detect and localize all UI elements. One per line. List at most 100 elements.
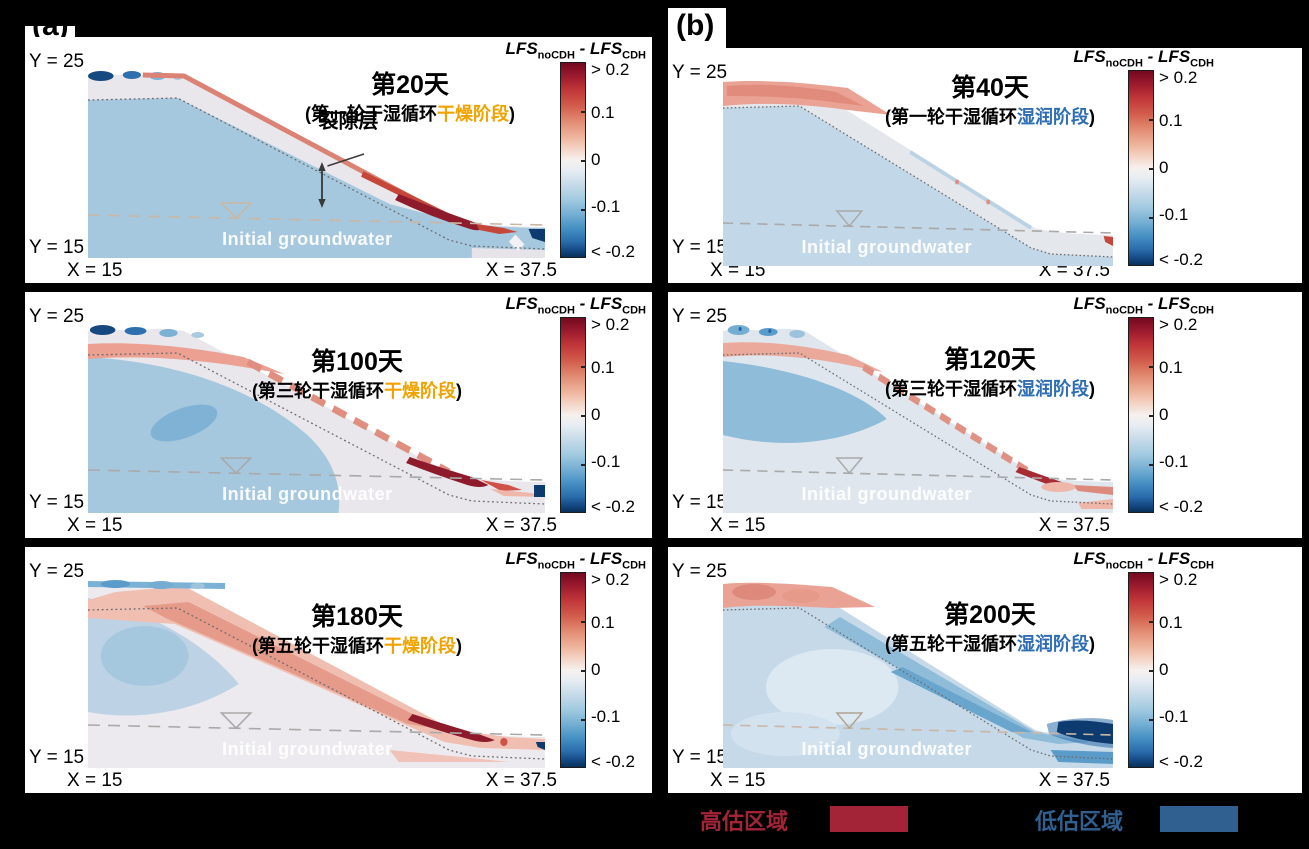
colorbar-block: LFSnoCDH - LFSCDH > 0.2 0.1 0 -0.1 < -0.… <box>506 549 646 771</box>
groundwater-label: Initial groundwater <box>222 228 393 249</box>
crack-layer-boundary-line <box>88 352 545 505</box>
contour-plot-day200: Initial groundwater <box>723 572 1113 768</box>
contour-plot-day20: Initial groundwater 裂隙层 <box>88 62 545 258</box>
crack-layer-boundary-line <box>88 607 545 760</box>
x-axis-left-label: X = 15 <box>67 260 123 281</box>
colorbar-tick <box>581 621 586 623</box>
panel-day-title: 第100天 <box>311 348 403 376</box>
colorbar-tick-neg01: -0.1 <box>1159 452 1189 472</box>
colorbar-title: LFSnoCDH - LFSCDH <box>505 549 646 572</box>
colorbar-tick <box>1149 119 1154 121</box>
colorbar-block: LFSnoCDH - LFSCDH > 0.2 0.1 0 -0.1 < -0.… <box>506 294 646 516</box>
colorbar-tick <box>1149 168 1154 170</box>
colorbar-tick-neg01: -0.1 <box>591 452 621 472</box>
colorbar-block: LFSnoCDH - LFSCDH > 0.2 0.1 0 -0.1 < -0.… <box>506 39 646 261</box>
y-axis-bottom-label: Y = 15 <box>29 747 85 768</box>
panel-subtitle: (第一轮干湿循环干燥阶段) <box>305 100 515 126</box>
colorbar-tick <box>581 209 586 211</box>
crack-layer-boundary-line <box>723 105 1113 258</box>
water-table-triangle-icon <box>219 457 253 475</box>
x-axis-left-label: X = 15 <box>67 770 123 791</box>
colorbar-tick-01: 0.1 <box>1159 357 1183 377</box>
groundwater-label: Initial groundwater <box>222 483 393 504</box>
y-axis-bottom-label: Y = 15 <box>672 237 728 258</box>
subtitle-prefix: (第三轮干湿循环 <box>252 380 384 401</box>
colorbar-tick-labels: > 0.2 0.1 0 -0.1 < -0.2 <box>1159 315 1214 516</box>
groundwater-line <box>88 724 545 736</box>
panel-title: 第40天 (第一轮干湿循环湿润阶段) <box>885 74 1095 129</box>
subtitle-suffix: ) <box>456 380 462 401</box>
colorbar-tick-01: 0.1 <box>591 102 615 122</box>
contour-plot-day120: Initial groundwater <box>723 317 1113 513</box>
subfigure-b-text: (b) <box>676 9 715 42</box>
panel-day-title: 第20天 <box>371 71 449 99</box>
subtitle-phase: 干燥阶段 <box>384 380 456 401</box>
colorbar-tick <box>581 111 586 113</box>
y-axis-top-label: Y = 25 <box>672 306 728 327</box>
colorbar-tick-0: 0 <box>591 150 601 169</box>
contour-graphic <box>723 582 1113 768</box>
panel-title: 第100天 (第三轮干湿循环干燥阶段) <box>252 348 462 403</box>
subtitle-suffix: ) <box>456 635 462 656</box>
x-axis-right-label: X = 37.5 <box>1038 770 1110 791</box>
y-axis-bottom-label: Y = 15 <box>672 747 728 768</box>
groundwater-label: Initial groundwater <box>801 483 973 504</box>
subtitle-prefix: (第三轮干湿循环 <box>885 378 1017 399</box>
panel-day100: Y = 25 Y = 15 X = 15 X = 37.5 <box>25 292 652 538</box>
colorbar-tick-01: 0.1 <box>591 612 615 632</box>
contour-graphic <box>88 580 545 768</box>
contour-graphic <box>723 325 1113 513</box>
colorbar-tick-0: 0 <box>1159 405 1169 424</box>
panel-title: 第20天 (第一轮干湿循环干燥阶段) <box>305 71 515 126</box>
groundwater-label: Initial groundwater <box>222 738 393 759</box>
y-axis-top-label: Y = 25 <box>29 306 85 327</box>
colorbar-tick-min: < -0.2 <box>1159 497 1203 517</box>
colorbar-tick-labels: > 0.2 0.1 0 -0.1 < -0.2 <box>591 569 646 771</box>
colorbar-tick-max: > 0.2 <box>1159 569 1198 589</box>
crack-layer-boundary-line <box>88 97 545 250</box>
y-axis-bottom-label: Y = 15 <box>672 492 728 513</box>
groundwater-line <box>88 469 545 481</box>
panel-title: 第120天 (第三轮干湿循环湿润阶段) <box>885 346 1095 401</box>
subfigure-b-label: (b) <box>668 8 726 48</box>
legend-overestimate-label: 高估区域 <box>700 809 789 834</box>
colorbar-tick-labels: > 0.2 0.1 0 -0.1 < -0.2 <box>1159 68 1214 269</box>
water-table-triangle-icon <box>835 210 864 228</box>
panel-subtitle: (第一轮干湿循环湿润阶段) <box>885 103 1095 129</box>
colorbar-tick <box>581 160 586 162</box>
panel-day-title: 第200天 <box>944 601 1036 629</box>
water-table-triangle-icon <box>219 202 253 220</box>
colorbar-tick-max: > 0.2 <box>591 569 630 589</box>
colorbar-tick-max: > 0.2 <box>591 59 630 79</box>
colorbar-tick-neg01: -0.1 <box>591 707 621 727</box>
colorbar-tick-labels: > 0.2 0.1 0 -0.1 < -0.2 <box>591 59 646 261</box>
colorbar-tick <box>581 415 586 417</box>
y-axis-bottom-label: Y = 15 <box>29 492 85 513</box>
panel-subtitle: (第五轮干湿循环干燥阶段) <box>252 632 462 658</box>
y-axis-top-label: Y = 25 <box>672 561 728 582</box>
groundwater-label: Initial groundwater <box>801 738 973 759</box>
panel-day-title: 第120天 <box>944 346 1036 374</box>
water-table-triangle-icon <box>835 712 864 730</box>
legend-underestimate-swatch <box>1160 806 1238 832</box>
colorbar-tick-labels: > 0.2 0.1 0 -0.1 < -0.2 <box>1159 569 1214 771</box>
panel-subtitle: (第三轮干湿循环湿润阶段) <box>885 375 1095 401</box>
subtitle-prefix: (第五轮干湿循环 <box>885 633 1017 654</box>
colorbar-block: LFSnoCDH - LFSCDH > 0.2 0.1 0 -0.1 < -0.… <box>1074 47 1214 269</box>
colorbar-tick-0: 0 <box>1159 660 1169 679</box>
x-axis-left-label: X = 15 <box>710 770 766 791</box>
panel-subtitle: (第五轮干湿循环湿润阶段) <box>885 630 1095 656</box>
legend-overestimate-swatch <box>830 806 908 832</box>
colorbar-tick <box>1149 670 1154 672</box>
panel-day-title: 第40天 <box>951 74 1029 102</box>
crack-layer-boundary-line <box>723 607 1113 760</box>
subtitle-suffix: ) <box>509 103 515 124</box>
groundwater-line <box>723 469 1113 481</box>
x-axis-right-label: X = 37.5 <box>485 515 557 536</box>
water-table-triangle-icon <box>835 457 864 475</box>
legend-underestimate-label: 低估区域 <box>1035 809 1124 834</box>
colorbar-title: LFSnoCDH - LFSCDH <box>1073 47 1214 70</box>
groundwater-line <box>88 214 545 226</box>
y-axis-top-label: Y = 25 <box>29 561 85 582</box>
